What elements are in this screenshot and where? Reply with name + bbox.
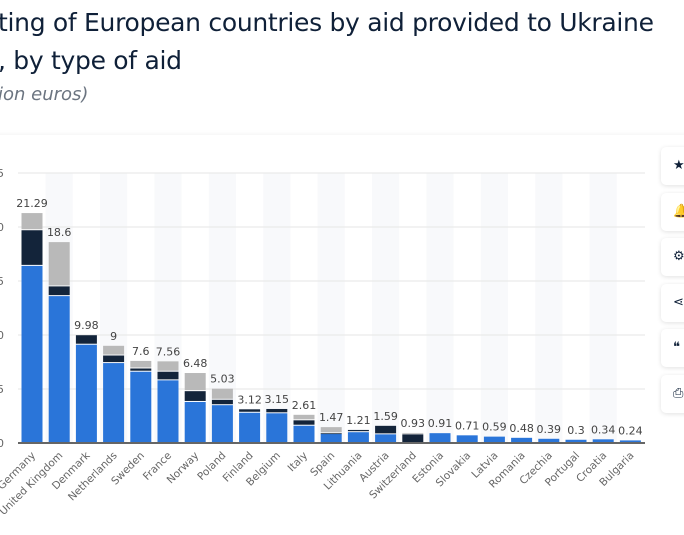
star-icon: ★ <box>673 158 684 173</box>
bar-segment <box>21 230 43 265</box>
bar-segment <box>48 296 70 442</box>
y-tick-label: 0 <box>0 437 4 450</box>
data-label: 6.48 <box>183 357 208 370</box>
data-label: 2.61 <box>292 399 317 412</box>
share-button[interactable]: ⋖ <box>661 283 684 322</box>
data-label: 7.6 <box>132 345 150 358</box>
bar-segment <box>239 409 261 412</box>
bar-segment <box>266 413 288 442</box>
bar-segment <box>375 425 397 434</box>
share-icon: ⋖ <box>673 294 684 310</box>
column-band <box>589 173 617 443</box>
bar-segment <box>375 434 397 442</box>
data-label: 18.6 <box>47 226 72 239</box>
bar-segment <box>103 363 125 442</box>
data-label: 0.3 <box>567 424 585 437</box>
print-button[interactable]: ⎙ <box>661 374 684 413</box>
y-tick-label: 5 <box>0 383 4 396</box>
bar-segment <box>592 439 614 442</box>
y-tick-label: 20 <box>0 221 4 234</box>
data-label: 9 <box>110 330 117 343</box>
bar-segment <box>456 435 478 442</box>
bar-segment <box>511 437 533 442</box>
y-tick-label: 25 <box>0 167 4 180</box>
bar-segment <box>429 433 451 442</box>
bar-segment <box>184 391 206 401</box>
star-button[interactable]: ★ <box>661 147 684 185</box>
data-label: 1.21 <box>346 414 371 427</box>
bar-segment <box>320 433 342 442</box>
bar-segment <box>565 439 587 442</box>
column-band <box>263 173 291 443</box>
bar-segment <box>75 344 97 442</box>
bar-segment <box>184 373 206 391</box>
data-label: 3.12 <box>237 393 262 406</box>
bar-segment <box>293 414 315 420</box>
bar-segment <box>402 432 424 434</box>
column-band <box>480 173 508 443</box>
bar-segment <box>103 345 125 355</box>
bar-segment <box>538 438 560 442</box>
bar-segment <box>293 420 315 425</box>
data-label: 0.59 <box>482 421 507 434</box>
bar-segment <box>320 433 342 435</box>
data-label: 7.56 <box>156 345 181 358</box>
column-band <box>535 173 563 443</box>
data-label: 0.24 <box>618 424 643 437</box>
data-label: 0.91 <box>428 417 453 430</box>
data-label: 21.29 <box>16 197 48 210</box>
bar-segment <box>184 401 206 442</box>
bar-segment <box>211 405 233 442</box>
bar-segment <box>320 427 342 433</box>
bar-segment <box>293 425 315 442</box>
bar-segment <box>130 368 152 371</box>
column-band <box>317 173 345 443</box>
data-label: 0.93 <box>401 417 426 430</box>
gear-icon: ⚙ <box>673 249 684 264</box>
chart-subtitle: ion euros) <box>0 84 89 105</box>
bar-segment <box>75 335 97 344</box>
bar-segment <box>21 213 43 230</box>
data-label: 5.03 <box>210 373 235 386</box>
bar-segment <box>130 371 152 442</box>
bar-segment <box>239 412 261 442</box>
bar-segment <box>266 408 288 413</box>
bar-segment <box>48 242 70 286</box>
bar-segment <box>103 355 125 363</box>
bar-segment <box>402 434 424 442</box>
bar-segment <box>211 399 233 405</box>
gear-button[interactable]: ⚙ <box>661 238 684 276</box>
print-icon: ⎙ <box>673 385 684 401</box>
bar-segment <box>347 432 369 442</box>
quote-button[interactable]: ❝ <box>661 329 684 367</box>
y-tick-label: 15 <box>0 275 4 288</box>
bar-segment <box>48 286 70 296</box>
bar-segment <box>619 440 641 442</box>
column-band <box>372 173 400 443</box>
x-tick-label: Italy <box>286 450 311 475</box>
quote-icon: ❝ <box>673 340 680 355</box>
y-tick-label: 10 <box>0 329 4 342</box>
bar-segment <box>157 380 179 442</box>
chart-title: ting of European countries by aid provid… <box>0 8 654 75</box>
data-label: 0.48 <box>509 422 534 435</box>
bar-segment <box>483 436 505 442</box>
data-label: 0.39 <box>537 423 562 436</box>
data-label: 1.47 <box>319 411 344 424</box>
data-label: 3.15 <box>265 393 290 406</box>
bar-segment <box>157 361 179 371</box>
data-label: 1.59 <box>373 410 398 423</box>
bar-segment <box>157 371 179 380</box>
bar-segment <box>21 265 43 442</box>
data-label: 9.98 <box>74 319 99 332</box>
column-band <box>426 173 454 443</box>
bar-segment <box>347 429 369 432</box>
bar-segment <box>130 360 152 368</box>
data-label: 0.71 <box>455 419 480 432</box>
bell-icon: 🔔 <box>673 203 684 219</box>
bell-button[interactable]: 🔔 <box>661 192 684 231</box>
bar-segment <box>211 388 233 399</box>
data-label: 0.34 <box>591 423 616 436</box>
